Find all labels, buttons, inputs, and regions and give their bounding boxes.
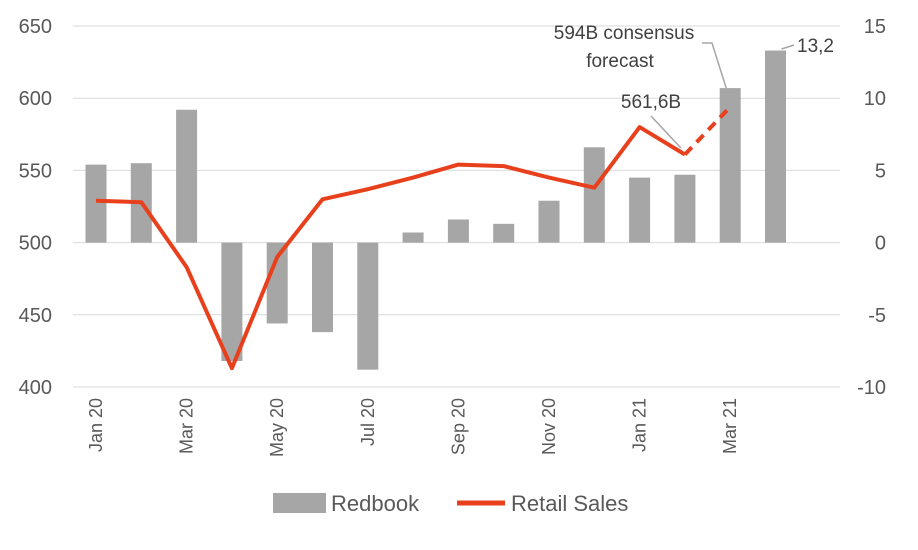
legend-label-redbook: Redbook (331, 491, 420, 516)
legend-swatch-redbook (273, 493, 326, 513)
x-tick-label: Mar 20 (177, 398, 197, 454)
bar-redbook (583, 147, 605, 243)
right-tick-label: 0 (875, 233, 886, 255)
bar-redbook (312, 242, 333, 333)
bar-redbook (538, 200, 560, 243)
bar-redbook (266, 242, 288, 324)
legend-label-retail-sales: Retail Sales (511, 491, 628, 516)
left-tick-label: 450 (19, 305, 52, 327)
x-axis-ticks: Jan 20 Mar 20 May 20 Jul 20 Sep 20 Nov 20 Jan … (86, 398, 740, 457)
bar-redbook (493, 223, 515, 243)
bar-redbook (357, 242, 379, 370)
left-axis-ticks: 400 450 500 550 600 650 (19, 16, 52, 399)
x-tick-label: Nov 20 (539, 398, 559, 455)
annotation-consensus-line2: forecast (586, 51, 654, 72)
annotation-consensus: 594B consensus (554, 23, 695, 44)
bar-redbook (674, 174, 696, 243)
redbook-bars (85, 50, 786, 370)
x-tick-label: Jan 21 (630, 398, 650, 452)
right-tick-label: -10 (857, 377, 886, 399)
bar-redbook (629, 177, 651, 243)
right-tick-label: 15 (864, 16, 886, 38)
x-tick-label: Jul 20 (358, 398, 378, 446)
x-tick-label: Sep 20 (448, 398, 468, 455)
annotation-leader (702, 42, 727, 89)
bar-redbook (221, 242, 243, 362)
bar-redbook (85, 164, 107, 243)
x-tick-label: Mar 21 (720, 398, 740, 454)
annotation-leader (781, 44, 795, 50)
x-tick-label: May 20 (267, 398, 287, 457)
retail-sales-line-solid (95, 125, 686, 371)
annotation-leader (650, 115, 682, 149)
bar-redbook (176, 109, 198, 243)
annotation-latest: 13,2 (797, 36, 834, 57)
bar-redbook (719, 88, 741, 243)
retail-sales-line (95, 105, 732, 371)
x-tick-label: Jan 20 (86, 398, 106, 452)
right-tick-label: 10 (864, 88, 886, 110)
bar-redbook (765, 50, 786, 243)
legend: Redbook Retail Sales (273, 491, 628, 516)
bar-redbook (402, 232, 424, 243)
right-axis-ticks: -10 -5 0 5 10 15 (857, 16, 886, 399)
left-tick-label: 650 (19, 16, 52, 38)
left-tick-label: 400 (19, 377, 52, 399)
annotations: 594B consensus forecast 561,6B 13,2 (554, 23, 834, 149)
right-tick-label: 5 (875, 160, 886, 182)
left-tick-label: 600 (19, 88, 52, 110)
annotation-actual: 561,6B (621, 92, 681, 113)
bar-redbook (447, 219, 469, 243)
left-tick-label: 500 (19, 233, 52, 255)
left-tick-label: 550 (19, 160, 52, 182)
right-tick-label: -5 (868, 305, 886, 327)
retail-sales-line-forecast (683, 105, 732, 156)
